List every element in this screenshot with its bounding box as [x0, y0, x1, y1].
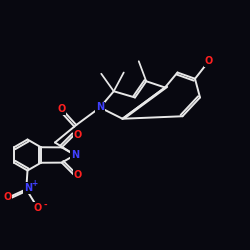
- Text: N: N: [24, 183, 32, 193]
- Text: -: -: [43, 201, 47, 210]
- Text: N: N: [96, 102, 104, 113]
- Text: N: N: [71, 150, 79, 160]
- Text: O: O: [74, 170, 82, 180]
- Text: O: O: [74, 130, 82, 140]
- Text: O: O: [57, 104, 66, 114]
- Text: +: +: [32, 178, 38, 188]
- Text: O: O: [33, 203, 42, 213]
- Text: O: O: [3, 192, 12, 202]
- Text: O: O: [204, 56, 213, 66]
